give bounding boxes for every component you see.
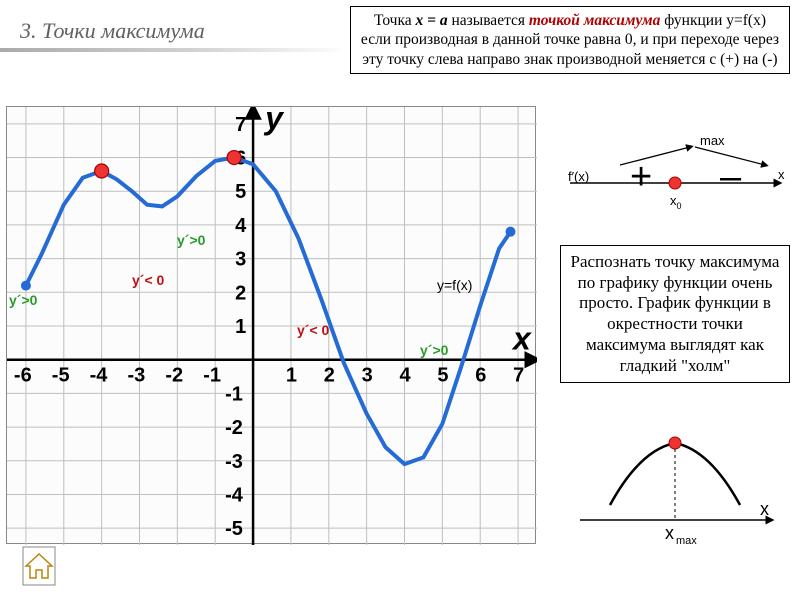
annotation: y´< 0	[297, 322, 329, 338]
svg-text:-5: -5	[52, 365, 70, 387]
svg-text:7: 7	[235, 114, 246, 136]
def-term: точкой максимума	[529, 12, 660, 29]
definition-box: Точка x = a называется точкой максимума …	[350, 6, 790, 74]
svg-text:-3: -3	[128, 365, 146, 387]
svg-text:7: 7	[513, 365, 524, 387]
explain-box: Распознать точку максимума по графику фу…	[560, 245, 790, 383]
svg-text:2: 2	[324, 365, 335, 387]
fprime-label: f′(x)	[568, 169, 589, 184]
def-mid: называется	[448, 12, 529, 29]
svg-text:1: 1	[235, 316, 246, 338]
svg-text:-3: -3	[225, 451, 243, 473]
svg-text:4: 4	[235, 215, 247, 237]
svg-text:5: 5	[437, 365, 448, 387]
svg-text:3: 3	[362, 365, 373, 387]
title-underline	[0, 48, 340, 52]
x-axis-label: x	[778, 167, 785, 182]
svg-text:4: 4	[400, 365, 412, 387]
svg-text:-1: -1	[203, 365, 221, 387]
svg-text:-5: -5	[225, 518, 243, 540]
svg-text:-2: -2	[165, 365, 183, 387]
x0-label: x0	[670, 193, 682, 211]
svg-text:1: 1	[286, 365, 297, 387]
svg-text:5: 5	[235, 181, 246, 203]
svg-text:-6: -6	[14, 365, 32, 387]
svg-text:y: y	[263, 107, 285, 136]
minus-sign: –	[720, 156, 742, 198]
home-icon[interactable]	[22, 546, 56, 586]
plus-sign: +	[630, 156, 652, 198]
svg-text:-2: -2	[225, 417, 243, 439]
max-label: max	[700, 135, 725, 148]
def-pre: Точка	[374, 12, 416, 29]
chart-svg: -6-5-4-3-2-11234567-5-4-3-2-11234567xy	[7, 107, 537, 545]
annotation: y=f(x)	[437, 277, 472, 293]
annotation: y´< 0	[132, 272, 164, 288]
svg-text:6: 6	[475, 365, 486, 387]
slide-title: 3. Точки максимума	[20, 18, 205, 44]
annotation: y´>0	[177, 232, 205, 248]
derivative-sign-diagram: f′(x) + – max x x0	[560, 135, 790, 215]
def-xa: x = a	[416, 12, 448, 29]
svg-text:-4: -4	[90, 365, 109, 387]
main-chart: -6-5-4-3-2-11234567-5-4-3-2-11234567xy y…	[6, 106, 536, 544]
svg-text:x: x	[511, 321, 532, 357]
annotation: y´>0	[9, 292, 37, 308]
hill-x-label: x	[760, 499, 769, 519]
svg-text:3: 3	[235, 249, 246, 271]
hill-xmax-label: xmax	[665, 523, 697, 547]
svg-text:-4: -4	[225, 484, 244, 506]
annotation: y´>0	[420, 342, 448, 358]
svg-text:-1: -1	[225, 383, 243, 405]
hill-diagram: x xmax	[560, 425, 790, 555]
svg-text:2: 2	[235, 282, 246, 304]
